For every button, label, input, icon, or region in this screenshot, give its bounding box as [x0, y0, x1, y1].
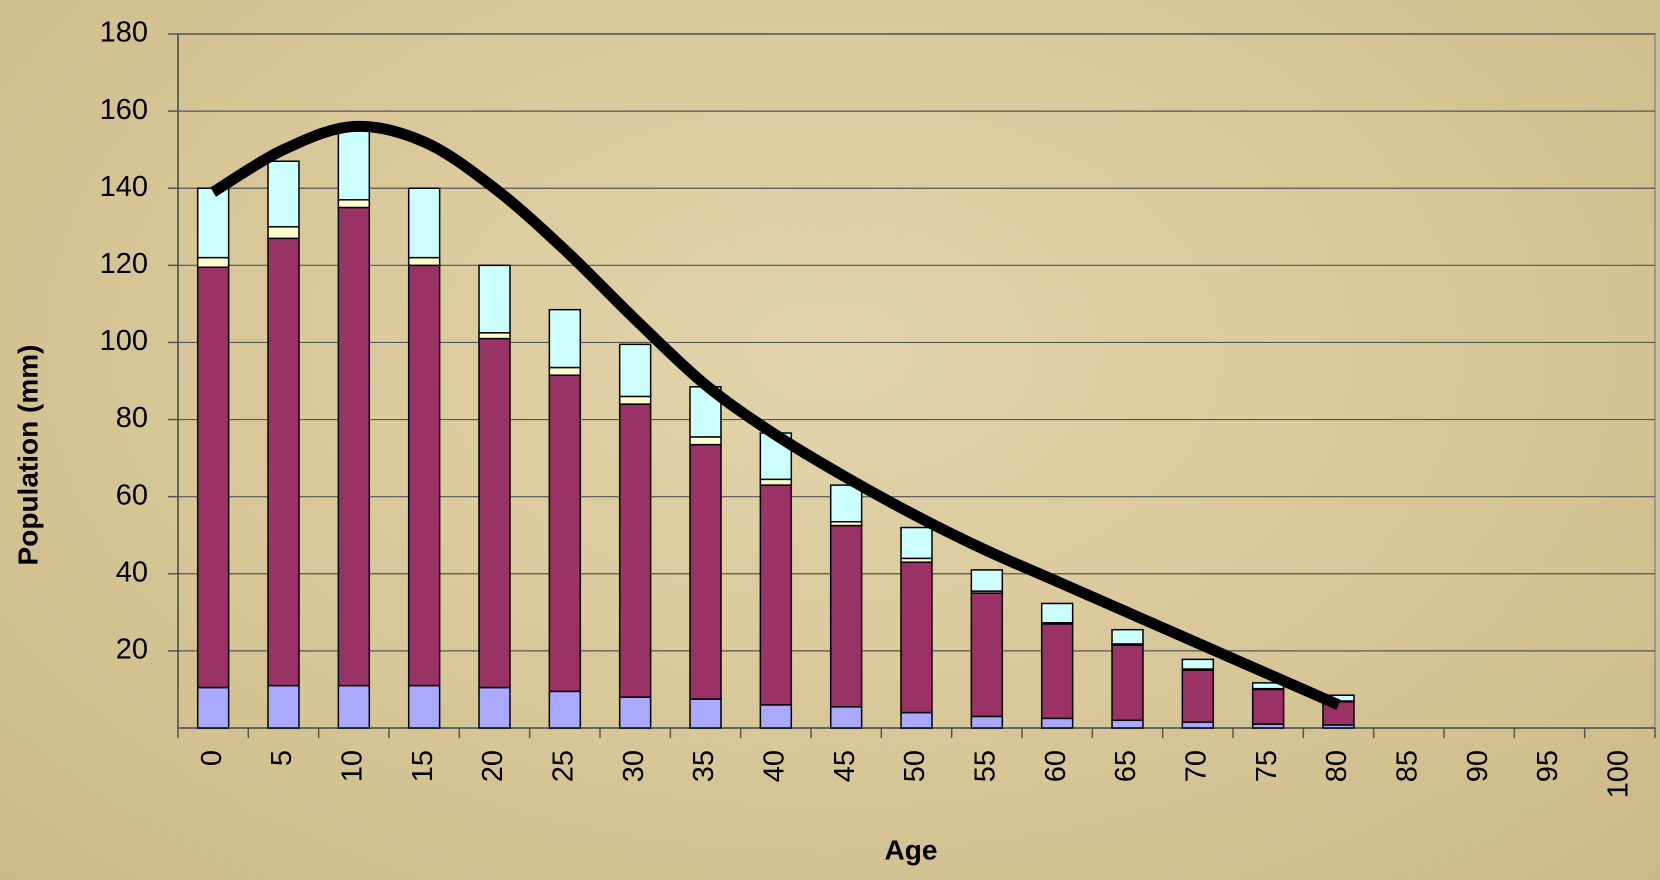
- bar-segment: [1040, 717, 1074, 729]
- bar-segment: [548, 308, 582, 369]
- bar-segment: [759, 478, 793, 486]
- bar-segment: [689, 436, 722, 446]
- y-tick-label: 180: [100, 17, 148, 49]
- bar-segment: [478, 686, 511, 729]
- bar-segment: [689, 698, 722, 729]
- y-tick-label: 140: [100, 171, 148, 203]
- x-tick-label: 30: [618, 750, 650, 782]
- bar-segment: [829, 484, 863, 523]
- x-tick-label: 75: [1251, 750, 1283, 782]
- bar-segment: [337, 206, 371, 687]
- bar-segment: [618, 343, 652, 398]
- x-tick-label: 5: [266, 750, 298, 766]
- bar-segment: [267, 237, 300, 687]
- x-tick-label: 100: [1602, 750, 1634, 798]
- y-tick-label: 40: [116, 556, 148, 588]
- bar-segment: [407, 684, 441, 729]
- y-tick-label: 120: [100, 248, 148, 280]
- bar-segment: [1181, 721, 1215, 729]
- bar-segment: [1040, 623, 1074, 720]
- x-tick-label: 50: [899, 750, 931, 782]
- bar-segment: [900, 711, 933, 729]
- x-tick-label: 80: [1321, 750, 1353, 782]
- bar-segment: [970, 569, 1004, 592]
- bar-segment: [1181, 658, 1215, 670]
- bar-segment: [196, 256, 230, 269]
- y-tick-label: 80: [116, 402, 148, 434]
- bar-segment: [407, 256, 441, 267]
- y-tick-label: 20: [116, 634, 148, 666]
- bar-segment: [970, 592, 1004, 718]
- bar-segment: [196, 686, 230, 729]
- bar-segment: [618, 696, 652, 729]
- bar-segment: [267, 684, 300, 729]
- x-tick-label: 55: [969, 750, 1001, 782]
- bar-segment: [900, 526, 933, 560]
- bar-segment: [1111, 628, 1144, 645]
- trend-line: [210, 120, 1341, 710]
- x-tick-label: 60: [1040, 750, 1072, 782]
- bar-segment: [196, 187, 230, 259]
- bar-segment: [689, 443, 722, 700]
- bar-segment: [1040, 602, 1074, 624]
- bar-segment: [759, 484, 793, 706]
- bar-segment: [337, 684, 371, 729]
- bar-segment: [407, 187, 441, 259]
- bar-segment: [548, 690, 582, 729]
- y-tick-label: 60: [116, 479, 148, 511]
- x-tick-label: 10: [336, 750, 368, 782]
- bar-segment: [548, 374, 582, 693]
- x-tick-label: 15: [407, 750, 439, 782]
- bar-segment: [829, 524, 863, 708]
- y-axis-title: Population (mm): [12, 345, 43, 566]
- x-tick-label: 20: [477, 750, 509, 782]
- bar-segment: [970, 715, 1004, 729]
- x-tick-label: 25: [547, 750, 579, 782]
- x-tick-label: 85: [1391, 750, 1423, 782]
- bar-segment: [337, 199, 371, 209]
- x-tick-label: 40: [758, 750, 790, 782]
- bar-segment: [1111, 644, 1144, 722]
- bar-segment: [1251, 688, 1285, 725]
- x-tick-label: 0: [196, 750, 228, 766]
- bar-segment: [267, 226, 300, 240]
- bar-segment: [1181, 669, 1215, 723]
- x-axis-title: Age: [885, 834, 938, 865]
- bar-segment: [829, 706, 863, 729]
- bar-segment: [1111, 719, 1144, 729]
- bar-segment: [900, 561, 933, 714]
- bar-segment: [478, 337, 511, 689]
- x-tick-label: 35: [688, 750, 720, 782]
- x-tick-label: 65: [1110, 750, 1142, 782]
- bar-segment: [478, 332, 511, 340]
- bar-segment: [478, 264, 511, 334]
- bar-segment: [196, 266, 230, 689]
- x-tick-label: 70: [1180, 750, 1212, 782]
- bar-segment: [759, 704, 793, 729]
- y-tick-label: 160: [100, 94, 148, 126]
- x-tick-label: 90: [1462, 750, 1494, 782]
- bar-segment: [618, 403, 652, 698]
- bar-segment: [407, 264, 441, 687]
- x-tick-label: 95: [1532, 750, 1564, 782]
- y-tick-label: 100: [100, 325, 148, 357]
- x-tick-label: 45: [829, 750, 861, 782]
- bar-segment: [548, 366, 582, 376]
- bar-segment: [267, 160, 300, 228]
- bar-segment: [337, 129, 371, 201]
- bar-segment: [618, 395, 652, 405]
